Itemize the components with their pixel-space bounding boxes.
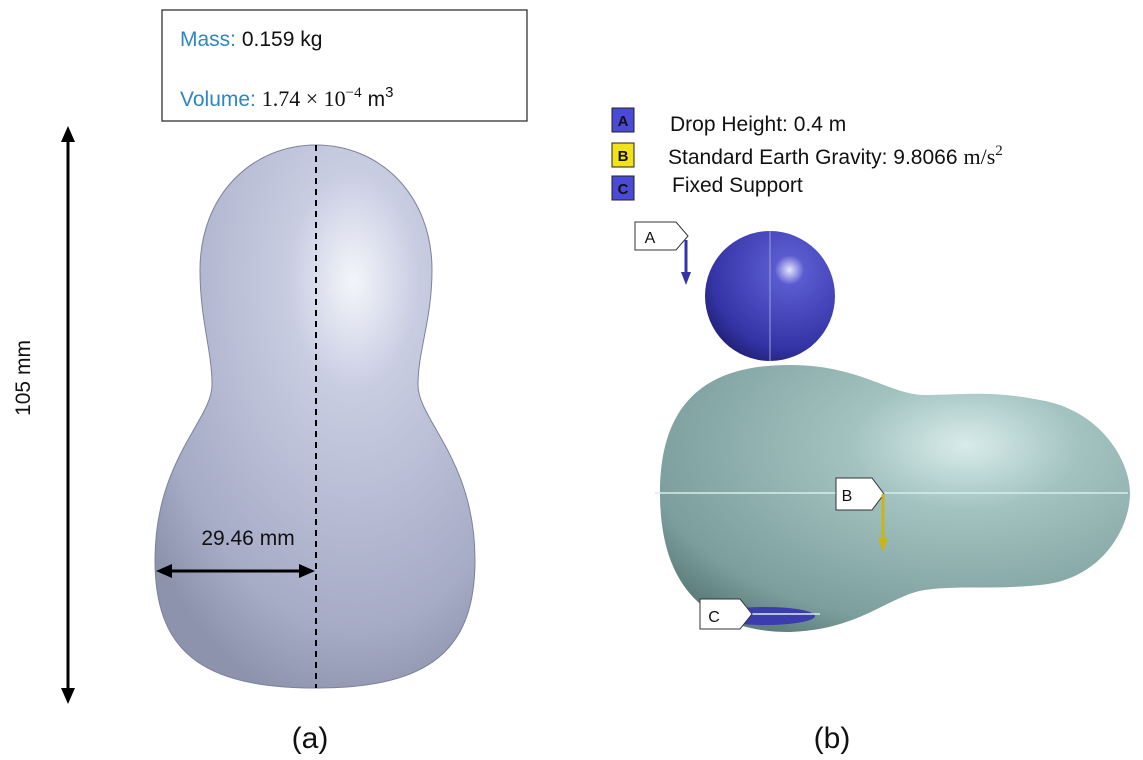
figure: Mass: 0.159 kg Volume: 1.74 × 10−4 m3 105… xyxy=(0,0,1143,760)
callout-label: C xyxy=(708,609,720,626)
width-dimension: 29.46 mm xyxy=(201,527,294,550)
volume-unit-exponent: 3 xyxy=(385,84,393,101)
volume-value: 1.74 × 10 xyxy=(262,86,346,111)
callout-tag xyxy=(635,222,688,250)
legend-unit: m/s xyxy=(964,144,996,169)
legend-key: A xyxy=(618,113,629,130)
legend-text: Standard Earth Gravity: 9.8066 m/s2 xyxy=(668,143,1003,169)
legend-label: Drop Height: 0.4 m xyxy=(670,113,846,136)
legend-key: C xyxy=(618,181,629,198)
legend-label: Standard Earth Gravity: 9.8066 xyxy=(668,146,958,169)
legend-label: Fixed Support xyxy=(672,174,803,197)
caption-b: (b) xyxy=(814,722,851,755)
caption-a: (a) xyxy=(292,722,329,755)
page: { "panel_a": { "info_box": { "mass_label… xyxy=(0,0,1143,760)
volume-unit: m xyxy=(368,88,386,111)
drop-arrowhead xyxy=(681,272,691,285)
legend: A Drop Height: 0.4 m B Standard Earth Gr… xyxy=(612,108,1003,200)
volume-label: Volume: xyxy=(180,88,256,111)
mass-label: Mass: xyxy=(180,28,236,51)
legend-unit-exponent: 2 xyxy=(995,143,1003,159)
volume-exponent: −4 xyxy=(346,85,362,101)
pear-shape-horizontal xyxy=(660,365,1130,632)
mass-text: Mass: 0.159 kg xyxy=(180,28,322,51)
callout-label: A xyxy=(645,230,656,247)
height-dimension: 105 mm xyxy=(12,340,35,416)
mass-value: 0.159 kg xyxy=(242,28,323,51)
legend-key: B xyxy=(618,148,629,165)
callout-label: B xyxy=(842,488,853,505)
